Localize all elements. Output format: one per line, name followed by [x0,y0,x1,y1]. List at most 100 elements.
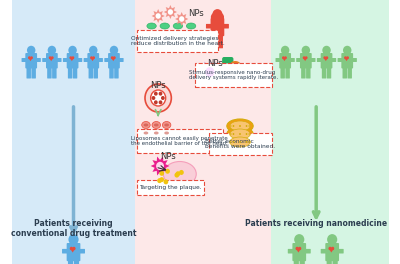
Ellipse shape [186,33,196,39]
FancyBboxPatch shape [321,53,332,68]
FancyBboxPatch shape [98,58,103,62]
FancyBboxPatch shape [46,53,58,68]
FancyBboxPatch shape [300,260,305,264]
Ellipse shape [152,130,160,136]
FancyBboxPatch shape [68,260,73,264]
Text: Patients receiving nanomedicine: Patients receiving nanomedicine [245,219,387,228]
FancyBboxPatch shape [327,67,331,78]
FancyBboxPatch shape [79,249,85,253]
Text: NPs: NPs [207,59,222,68]
FancyBboxPatch shape [26,67,31,78]
FancyBboxPatch shape [300,53,312,68]
FancyBboxPatch shape [94,67,98,78]
Circle shape [30,56,33,59]
FancyBboxPatch shape [301,67,306,78]
Circle shape [49,56,52,59]
Circle shape [212,9,222,20]
Ellipse shape [144,124,148,126]
Circle shape [233,125,234,127]
Circle shape [239,141,241,143]
FancyBboxPatch shape [348,67,352,78]
FancyBboxPatch shape [108,53,120,68]
Polygon shape [199,60,221,84]
FancyBboxPatch shape [306,67,310,78]
Ellipse shape [230,61,240,67]
Polygon shape [70,58,74,61]
Circle shape [246,141,247,143]
FancyBboxPatch shape [74,260,79,264]
Circle shape [110,46,118,55]
FancyBboxPatch shape [136,180,204,195]
Circle shape [179,16,184,22]
Circle shape [151,90,166,106]
Ellipse shape [173,33,183,39]
Circle shape [284,56,287,59]
Circle shape [282,56,285,59]
FancyBboxPatch shape [67,243,80,261]
Ellipse shape [160,33,170,39]
Polygon shape [49,58,53,61]
Circle shape [145,84,171,112]
Circle shape [72,247,76,250]
Circle shape [176,171,180,176]
Circle shape [303,56,306,59]
Ellipse shape [152,121,160,129]
Text: Liposomes cannot easily penetrate
the endothelial barrier of the heart.: Liposomes cannot easily penetrate the en… [131,136,229,147]
Circle shape [70,247,73,250]
FancyBboxPatch shape [136,129,223,153]
FancyBboxPatch shape [223,24,229,29]
Polygon shape [111,58,115,61]
FancyBboxPatch shape [73,67,77,78]
FancyBboxPatch shape [338,58,343,62]
Circle shape [233,133,234,135]
Circle shape [323,56,326,59]
FancyBboxPatch shape [290,58,295,62]
FancyBboxPatch shape [310,58,316,62]
FancyBboxPatch shape [294,260,299,264]
FancyBboxPatch shape [212,35,217,48]
Circle shape [205,67,214,77]
Circle shape [92,56,95,59]
Polygon shape [28,58,32,61]
Circle shape [298,247,301,250]
Circle shape [154,100,158,104]
Ellipse shape [227,127,253,141]
Circle shape [159,92,162,96]
Circle shape [248,125,250,127]
Circle shape [233,125,234,127]
FancyBboxPatch shape [36,58,41,62]
FancyBboxPatch shape [109,67,114,78]
Circle shape [28,56,31,59]
FancyBboxPatch shape [342,67,347,78]
Circle shape [174,173,179,178]
Ellipse shape [162,130,171,136]
Circle shape [233,141,234,143]
Circle shape [239,133,241,135]
Text: Optimized delivery strategies
reduce distribution in the heart.: Optimized delivery strategies reduce dis… [130,36,224,46]
FancyBboxPatch shape [296,58,301,62]
Circle shape [179,170,184,175]
Circle shape [246,133,247,135]
Circle shape [89,46,98,55]
FancyBboxPatch shape [56,58,62,62]
Circle shape [214,22,217,25]
Circle shape [70,56,72,59]
Circle shape [48,46,56,55]
Polygon shape [329,248,334,253]
Circle shape [302,46,310,55]
Ellipse shape [154,131,159,134]
FancyBboxPatch shape [210,18,224,36]
Ellipse shape [147,23,156,29]
FancyBboxPatch shape [322,67,326,78]
Circle shape [248,133,250,135]
Circle shape [27,46,36,55]
FancyBboxPatch shape [32,67,36,78]
Ellipse shape [173,23,183,29]
Polygon shape [70,248,75,253]
FancyBboxPatch shape [67,53,78,68]
Circle shape [51,56,54,59]
Text: Better economic
benefits were obtained.: Better economic benefits were obtained. [206,139,276,149]
Circle shape [156,13,161,19]
FancyBboxPatch shape [118,58,124,62]
Circle shape [246,141,247,143]
